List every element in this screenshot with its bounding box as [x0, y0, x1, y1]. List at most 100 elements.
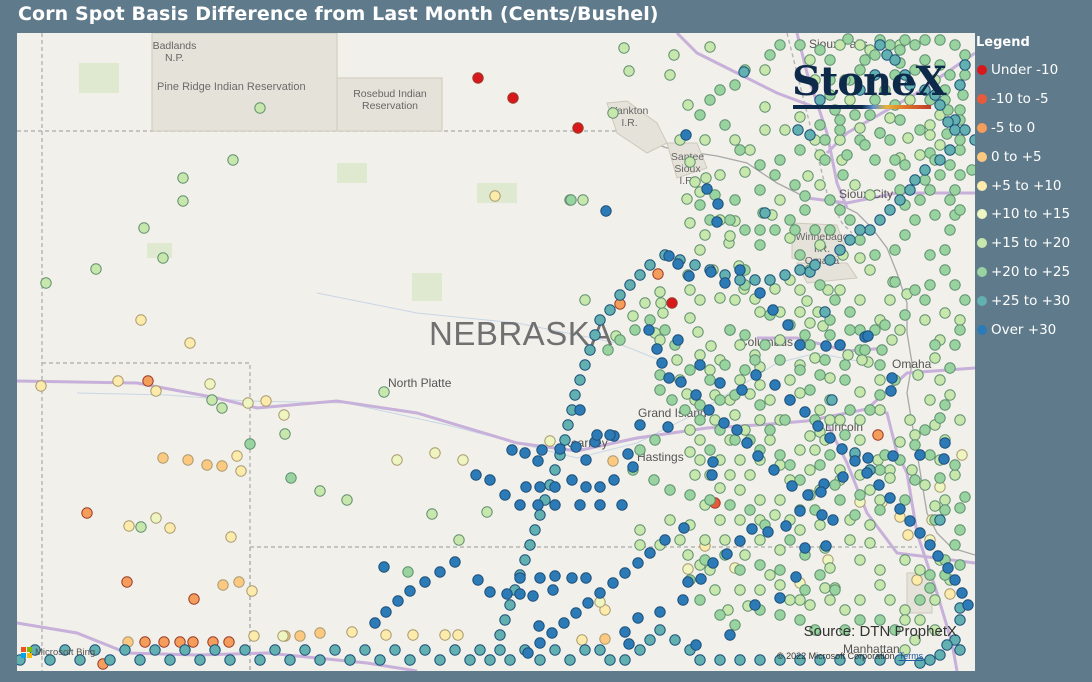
basis-marker[interactable]	[242, 397, 254, 409]
basis-marker[interactable]	[619, 626, 631, 638]
basis-marker[interactable]	[809, 352, 821, 364]
basis-marker[interactable]	[809, 224, 821, 236]
basis-marker[interactable]	[246, 585, 258, 597]
basis-marker[interactable]	[574, 499, 586, 511]
basis-marker[interactable]	[874, 464, 886, 476]
basis-marker[interactable]	[754, 239, 766, 251]
basis-marker[interactable]	[919, 54, 931, 66]
basis-marker[interactable]	[738, 66, 750, 78]
basis-marker[interactable]	[157, 452, 169, 464]
basis-marker[interactable]	[856, 354, 868, 366]
basis-marker[interactable]	[714, 377, 726, 389]
basis-marker[interactable]	[572, 122, 584, 134]
basis-marker[interactable]	[481, 506, 493, 518]
basis-marker[interactable]	[734, 144, 746, 156]
basis-marker[interactable]	[759, 64, 771, 76]
basis-marker[interactable]	[749, 599, 761, 611]
basis-marker[interactable]	[762, 526, 774, 538]
basis-marker[interactable]	[489, 190, 501, 202]
basis-marker[interactable]	[671, 354, 683, 366]
basis-marker[interactable]	[656, 357, 668, 369]
basis-marker[interactable]	[718, 417, 730, 429]
basis-marker[interactable]	[729, 194, 741, 206]
basis-marker[interactable]	[899, 309, 911, 321]
basis-marker[interactable]	[799, 406, 811, 418]
basis-marker[interactable]	[374, 654, 386, 666]
basis-marker[interactable]	[549, 464, 561, 476]
basis-marker[interactable]	[142, 375, 154, 387]
basis-marker[interactable]	[824, 432, 836, 444]
basis-marker[interactable]	[949, 539, 961, 551]
basis-marker[interactable]	[774, 564, 786, 576]
basis-marker[interactable]	[714, 292, 726, 304]
basis-marker[interactable]	[714, 654, 726, 666]
basis-marker[interactable]	[874, 359, 886, 371]
basis-marker[interactable]	[844, 306, 856, 318]
basis-marker[interactable]	[889, 624, 901, 636]
basis-marker[interactable]	[789, 179, 801, 191]
basis-marker[interactable]	[909, 429, 921, 441]
basis-marker[interactable]	[779, 269, 791, 281]
basis-marker[interactable]	[754, 159, 766, 171]
basis-marker[interactable]	[739, 166, 751, 178]
basis-marker[interactable]	[419, 644, 431, 656]
basis-marker[interactable]	[834, 284, 846, 296]
basis-marker[interactable]	[233, 576, 245, 588]
basis-marker[interactable]	[885, 385, 897, 397]
basis-marker[interactable]	[279, 428, 291, 440]
basis-marker[interactable]	[914, 657, 926, 669]
basis-marker[interactable]	[824, 224, 836, 236]
basis-marker[interactable]	[819, 354, 831, 366]
basis-marker[interactable]	[294, 630, 306, 642]
basis-marker[interactable]	[341, 494, 353, 506]
basis-marker[interactable]	[752, 450, 764, 462]
basis-marker[interactable]	[694, 434, 706, 446]
basis-marker[interactable]	[201, 459, 213, 471]
basis-marker[interactable]	[924, 654, 936, 666]
basis-marker[interactable]	[164, 522, 176, 534]
basis-marker[interactable]	[837, 169, 849, 181]
basis-marker[interactable]	[929, 74, 941, 86]
basis-marker[interactable]	[939, 399, 951, 411]
basis-marker[interactable]	[404, 654, 416, 666]
basis-marker[interactable]	[944, 194, 956, 206]
basis-marker[interactable]	[507, 92, 519, 104]
basis-marker[interactable]	[874, 39, 886, 51]
basis-marker[interactable]	[746, 523, 758, 535]
basis-marker[interactable]	[939, 504, 951, 516]
basis-marker[interactable]	[734, 564, 746, 576]
basis-marker[interactable]	[844, 234, 856, 246]
basis-marker[interactable]	[774, 609, 786, 621]
basis-marker[interactable]	[722, 604, 734, 616]
legend-item[interactable]: +5 to +10	[976, 171, 1090, 200]
basis-marker[interactable]	[672, 258, 684, 270]
basis-marker[interactable]	[789, 224, 801, 236]
basis-marker[interactable]	[819, 154, 831, 166]
basis-marker[interactable]	[909, 174, 921, 186]
basis-marker[interactable]	[949, 459, 961, 471]
legend-item[interactable]: +25 to +30	[976, 286, 1090, 315]
basis-marker[interactable]	[704, 494, 716, 506]
basis-marker[interactable]	[934, 649, 946, 661]
basis-marker[interactable]	[820, 340, 832, 352]
basis-marker[interactable]	[874, 614, 886, 626]
basis-marker[interactable]	[941, 639, 953, 651]
basis-marker[interactable]	[889, 54, 901, 66]
basis-marker[interactable]	[934, 472, 946, 484]
basis-marker[interactable]	[694, 349, 706, 361]
basis-marker[interactable]	[378, 386, 390, 398]
basis-marker[interactable]	[707, 456, 719, 468]
basis-marker[interactable]	[919, 479, 931, 491]
basis-marker[interactable]	[574, 404, 586, 416]
basis-marker[interactable]	[139, 636, 151, 648]
basis-marker[interactable]	[739, 364, 751, 376]
basis-marker[interactable]	[216, 460, 228, 472]
basis-marker[interactable]	[854, 84, 866, 96]
basis-marker[interactable]	[764, 274, 776, 286]
basis-marker[interactable]	[729, 434, 741, 446]
basis-marker[interactable]	[834, 654, 846, 666]
basis-marker[interactable]	[499, 489, 511, 501]
basis-marker[interactable]	[954, 144, 966, 156]
basis-marker[interactable]	[711, 216, 723, 228]
basis-marker[interactable]	[820, 540, 832, 552]
